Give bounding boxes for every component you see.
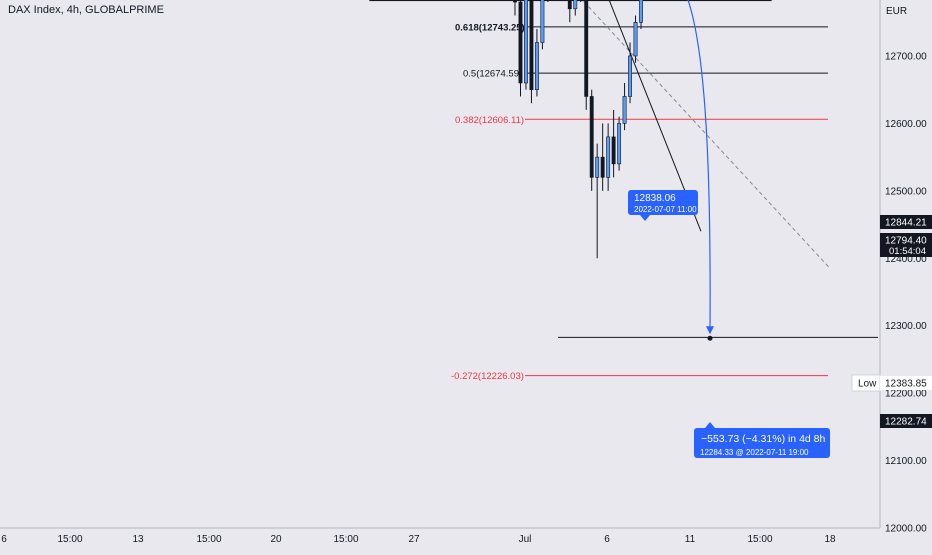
- fib-level-label: 0.618(12743.25): [455, 22, 525, 33]
- candle: [585, 0, 588, 110]
- candle-body: [596, 157, 599, 177]
- x-tick-label: 27: [408, 534, 420, 545]
- projection-change-label: −553.73 (−4.31%) in 4d 8h: [701, 433, 826, 445]
- candle-body: [568, 0, 571, 9]
- price-tag-value: 12282.74: [885, 417, 927, 428]
- candle: [541, 0, 544, 49]
- projection-start-time: 2022-07-07 11:00: [634, 205, 697, 214]
- price-axis-background: [880, 0, 932, 550]
- x-tick-label: 15:00: [57, 534, 82, 545]
- projection-end-label: 12284.33 @ 2022-07-11 19:00: [700, 448, 809, 457]
- candle-body: [601, 157, 604, 177]
- candle-body: [590, 96, 593, 177]
- projection-end-point: [708, 336, 713, 341]
- candle: [590, 90, 593, 191]
- price-tag-value: 12844.21: [885, 218, 927, 229]
- x-tick-label: 6: [1, 534, 7, 545]
- candle-body: [617, 123, 620, 163]
- candle-body: [535, 43, 538, 90]
- candle-body: [574, 0, 577, 9]
- fib-level-label: -0.272(12226.03): [451, 371, 524, 382]
- y-tick-label: 12000.00: [885, 524, 927, 535]
- candle-body: [612, 137, 615, 164]
- candle: [519, 0, 522, 96]
- candle-body: [513, 0, 516, 2]
- candle-body: [524, 0, 527, 83]
- candle: [524, 0, 527, 90]
- x-tick-label: 15:00: [333, 534, 358, 545]
- fib-level-label: 0.382(12606.11): [455, 115, 524, 126]
- candle-body: [606, 137, 609, 177]
- y-tick-label: 12700.00: [885, 51, 927, 62]
- fib-level-label: 0.5(12674.59): [463, 69, 522, 80]
- chart-title: DAX Index, 4h, GLOBALPRIME: [6, 4, 166, 16]
- candle: [617, 117, 620, 171]
- price-tag-value: 12794.40: [885, 236, 927, 247]
- x-tick-label: 13: [132, 534, 144, 545]
- currency-label: EUR: [886, 6, 907, 17]
- projection-start-price: 12838.06: [634, 193, 676, 204]
- price-tag-value: 12383.85: [885, 379, 927, 390]
- x-tick-label: 18: [824, 534, 836, 545]
- price-tag-countdown: 01:54:04: [889, 246, 926, 257]
- y-tick-label: 12200.00: [885, 389, 927, 400]
- x-tick-label: 11: [685, 534, 696, 545]
- x-tick-label: 15:00: [196, 534, 221, 545]
- candle-body: [623, 96, 626, 123]
- x-tick-label: 20: [270, 534, 282, 545]
- x-tick-label: Jul: [519, 534, 532, 545]
- x-tick-label: 15:00: [747, 534, 772, 545]
- candle: [530, 0, 533, 103]
- y-tick-label: 12300.00: [885, 321, 927, 332]
- candle-body: [639, 0, 642, 22]
- candle-body: [634, 22, 637, 56]
- candle-body: [530, 0, 533, 90]
- y-tick-label: 12500.00: [885, 186, 927, 197]
- y-tick-label: 12100.00: [885, 456, 927, 467]
- x-tick-label: 6: [604, 534, 610, 545]
- low-label: Low: [858, 379, 877, 390]
- candle-body: [519, 2, 522, 83]
- candle-body: [541, 0, 544, 43]
- candle: [634, 16, 637, 63]
- candle-body: [628, 56, 631, 96]
- candle-body: [585, 0, 588, 96]
- y-tick-label: 12600.00: [885, 119, 927, 130]
